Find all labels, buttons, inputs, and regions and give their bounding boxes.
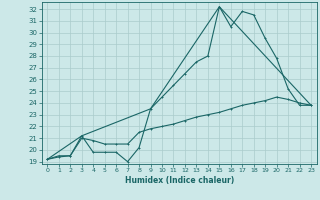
X-axis label: Humidex (Indice chaleur): Humidex (Indice chaleur) — [124, 176, 234, 185]
